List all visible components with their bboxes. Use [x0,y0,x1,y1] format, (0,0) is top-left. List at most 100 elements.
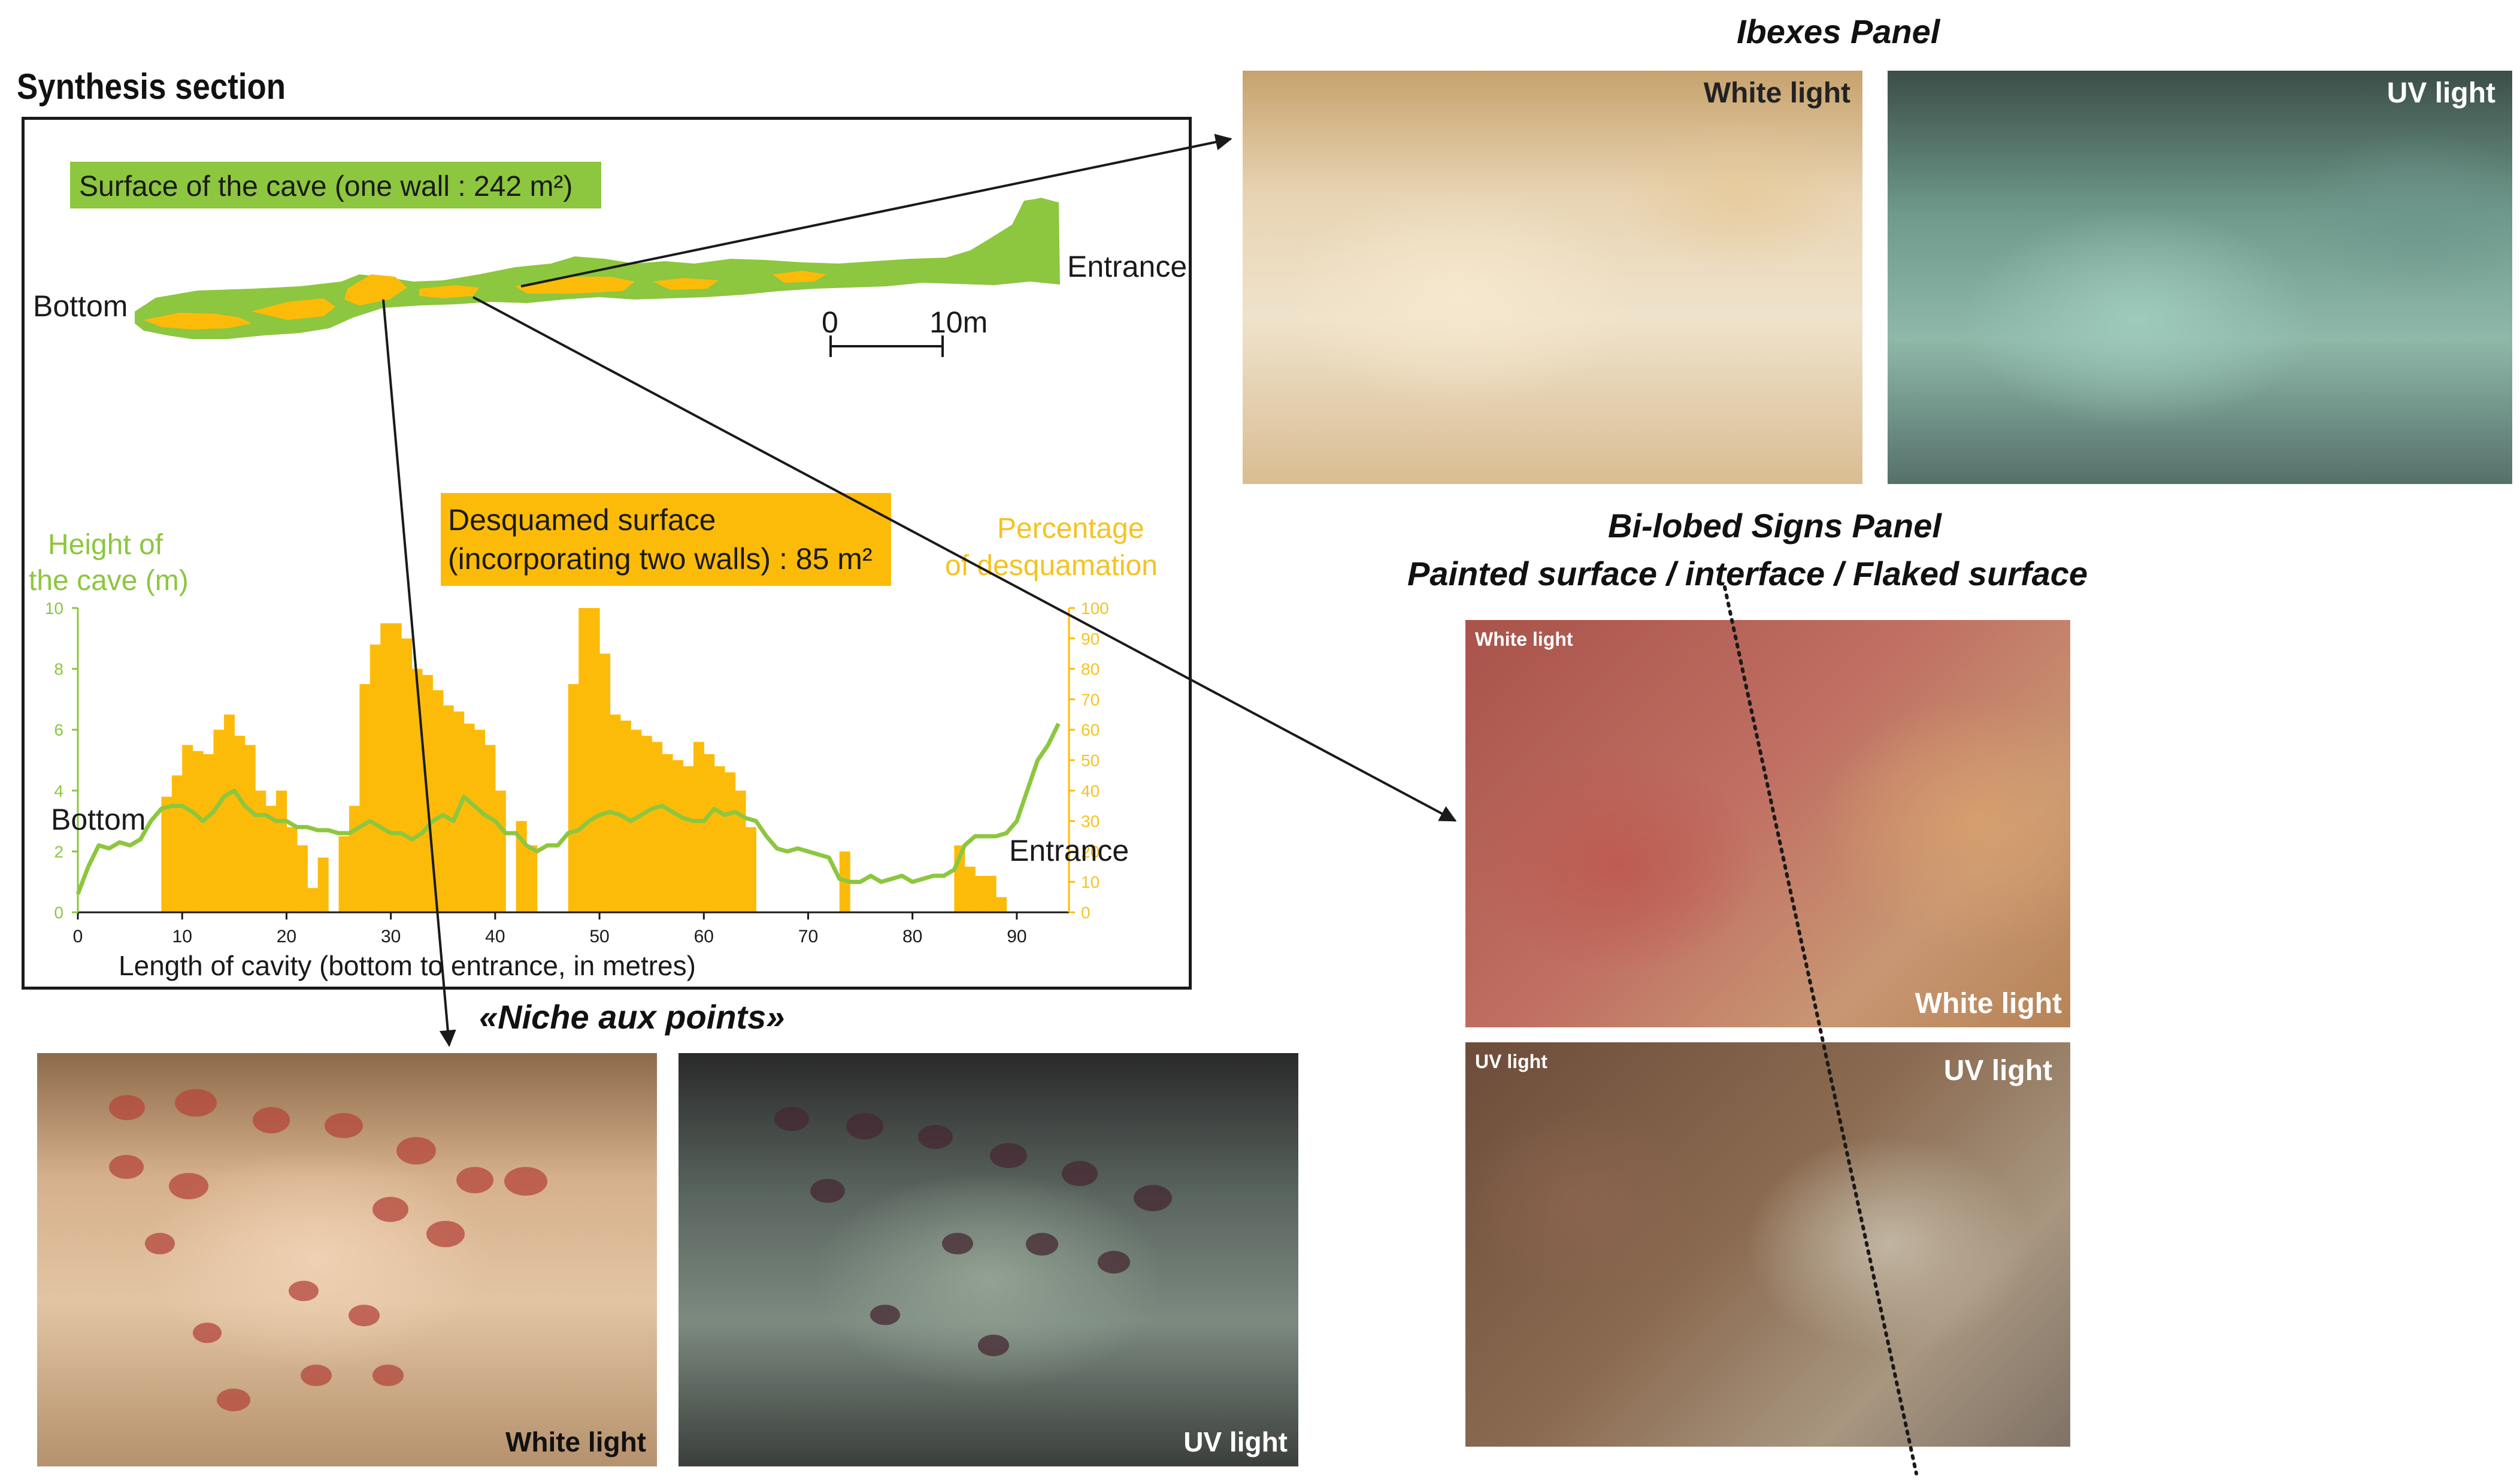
scale-bar: 0 10m [822,306,988,357]
desquamation-segment [964,866,976,912]
desquamation-segment [213,730,225,912]
desquamation-segment [349,806,360,912]
desquamation-segment [464,724,475,912]
desquamation-segment [192,751,204,912]
desquamation-segment [203,754,214,912]
desquamation-segment [985,876,997,912]
bilobed-panel-subtitle: Painted surface / interface / Flaked sur… [1407,555,2088,592]
x-tick-label: 50 [589,927,609,946]
desquamation-segment [578,608,590,912]
desquamation-segment [641,736,652,912]
desquamation-segment [401,638,413,912]
ibexes-white-light-label: White light [1703,77,1850,109]
desquamation-segment [244,745,256,912]
right-tick-label: 0 [1081,903,1091,922]
niche-panel-title: «Niche aux points» [479,998,785,1036]
desquamation-segment [286,827,298,912]
synthesis-section-frame [22,117,1192,990]
x-tick-label: 10 [172,927,192,946]
bilobed-uv-light-small-label: UV light [1475,1051,1547,1072]
bilobed-white-light-large-label: White light [1915,988,2062,1020]
desquamation-segment [599,654,611,912]
bilobed-uv-light-large-label: UV light [1943,1055,2052,1087]
left-tick-label: 8 [54,660,63,679]
desquamation-segment [495,790,506,912]
desquamation-segment [380,623,392,912]
niche-white-light-photo: White light [37,1053,657,1466]
x-tick-label: 60 [694,927,714,946]
right-tick-label: 60 [1081,721,1100,739]
arrow-to-niche-panel [382,299,456,1047]
right-tick-label: 90 [1081,630,1100,648]
section-bottom-label: Bottom [33,289,128,323]
desquamation-segment [369,644,381,912]
section-entrance-label: Entrance [1067,250,1187,283]
desquamation-segment [631,730,642,912]
left-tick-label: 10 [45,599,63,618]
desquamation-segment [390,623,402,912]
desquamation-segment [975,876,986,912]
niche-uv-light-label: UV light [1183,1426,1288,1457]
bilobed-white-light-small-label: White light [1475,628,1573,650]
bilobed-uv-light-photo: UV light UV light [1465,1042,2070,1447]
niche-uv-light-photo: UV light [679,1053,1298,1466]
x-tick-label: 80 [902,927,922,946]
desquamed-legend-box [441,493,891,586]
desquamation-area-series [161,608,1007,912]
desquamation-segment [568,684,579,912]
percentage-axis-title-line2: of desquamation [945,550,1158,582]
ibexes-uv-light-label: UV light [2386,77,2495,109]
desquamation-segment [996,897,1007,912]
right-tick-label: 40 [1081,782,1100,800]
ibexes-white-light-photo: White light [1243,71,1862,484]
desquamation-chart: 0 10 20 30 40 50 60 70 80 90024681001020304050607… [45,599,1129,981]
surface-label: Surface of the cave (one wall : 242 m²) [79,171,573,202]
connector-arrows [382,134,1457,1047]
desquamation-segment [704,754,715,912]
left-tick-label: 6 [54,721,63,739]
left-tick-label: 2 [54,842,63,861]
desquamation-segment [255,790,266,912]
chart-bottom-label: Bottom [51,803,146,836]
desquamation-segment [307,888,319,912]
x-tick-label: 30 [381,927,401,946]
desquamation-segment [161,796,172,912]
desquamation-segment [526,845,538,912]
percentage-axis-title-line1: Percentage [997,513,1144,545]
right-tick-label: 30 [1081,812,1100,831]
x-tick-label: 20 [277,927,296,946]
desquamation-segment [673,760,684,912]
x-tick-label: 90 [1007,927,1026,946]
ibexes-uv-light-photo: UV light [1888,71,2512,484]
desquamation-segment [276,790,287,912]
interface-dotted-line [1723,585,1918,1475]
chart-axes: 0 10 20 30 40 50 60 70 80 90024681001020304050607… [45,599,1109,946]
right-tick-label: 80 [1081,660,1100,679]
right-tick-label: 50 [1081,751,1100,770]
desquamation-segment [296,845,308,912]
desquamation-segment [683,766,694,912]
x-tick-label: 0 [73,927,83,946]
x-axis-title: Length of cavity (bottom to entrance, in… [119,950,696,981]
desquamation-segment [411,669,423,912]
height-axis-title-line2: the cave (m) [29,565,189,597]
scale-ten-label: 10m [929,306,988,339]
right-tick-label: 10 [1081,873,1100,891]
desquamation-segment [693,742,704,912]
height-line [75,722,1061,895]
height-axis-title-line1: Height of [48,529,163,561]
cave-section-profile [135,198,1060,339]
scale-zero-label: 0 [822,306,838,339]
desquamation-segment [484,745,496,912]
niche-white-light-label: White light [505,1426,646,1457]
desquamed-legend-line2: (incorporating two walls) : 85 m² [448,542,873,576]
right-tick-label: 20 [1081,842,1100,861]
x-tick-label: 70 [798,927,818,946]
chart-entrance-label: Entrance [1009,834,1129,867]
surface-label-box [70,162,601,208]
desquamation-segment [432,690,444,912]
bilobed-white-light-photo: White light White light [1465,620,2070,1027]
desquamation-segment [725,772,736,912]
desquamation-segment [317,857,329,912]
